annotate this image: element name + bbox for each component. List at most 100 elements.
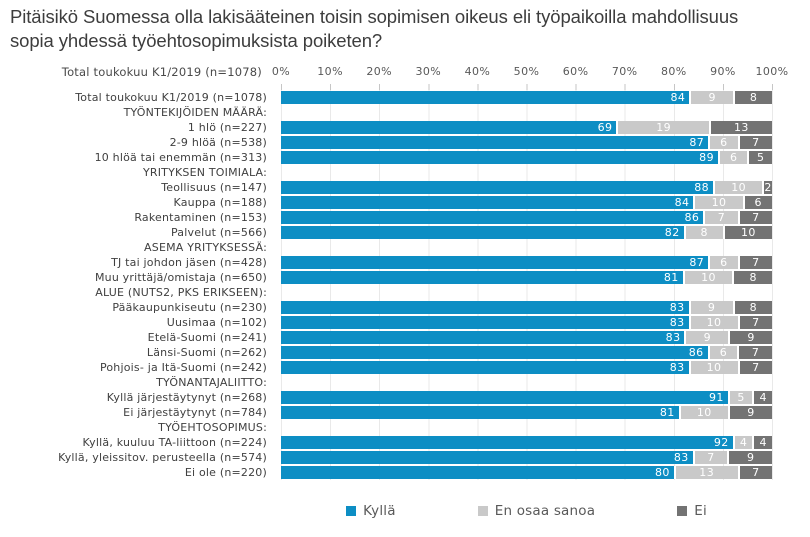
bar-segment-kylla: 87 <box>281 256 709 269</box>
row-label: Ei järjestäytynyt (n=784) <box>123 406 267 419</box>
category-header-label: TYÖEHTOSOPIMUS: <box>158 421 267 434</box>
row-label: TJ tai johdon jäsen (n=428) <box>111 256 267 269</box>
bar-segment-ei: 7 <box>737 346 772 359</box>
bar-value-label: 7 <box>752 361 760 374</box>
bar-segment-ei: 7 <box>737 211 772 224</box>
bar-value-label: 10 <box>701 271 716 284</box>
bar-value-label: 7 <box>752 316 760 329</box>
bar-segment-ei: 2 <box>762 181 772 194</box>
bar-value-label: 81 <box>659 406 675 419</box>
x-axis: Total toukokuu K1/2019 (n=1078) 0% 10% 20%… <box>0 63 810 83</box>
x-axis-tick-label: 30% <box>415 65 442 78</box>
bar-segment-ei: 10 <box>722 226 772 239</box>
legend-label: Kyllä <box>363 503 396 519</box>
chart-row: Rakentaminen (n=153) 86 7 7 <box>0 210 810 225</box>
bar-segment-ei: 6 <box>742 196 772 209</box>
legend-swatch-kylla <box>346 506 357 516</box>
row-bar: 83 9 9 <box>281 331 772 344</box>
bar-segment-ei: 7 <box>737 466 772 479</box>
legend: Kyllä En osaa sanoa Ei <box>281 503 772 519</box>
x-axis-tick-label: 20% <box>366 65 393 78</box>
row-label: Rakentaminen (n=153) <box>134 211 267 224</box>
x-axis-tick-labels: 0% 10% 20% 30% 40% 50% 60% 70% 80% 90% 100% <box>272 65 788 81</box>
legend-label: Ei <box>694 503 707 519</box>
bar-segment-kylla: 69 <box>281 121 617 134</box>
x-axis-tick-label: 50% <box>513 65 540 78</box>
row-label: Uusimaa (n=102) <box>166 316 267 329</box>
bar-value-label: 10 <box>696 406 712 419</box>
bar-value-label: 8 <box>749 91 758 104</box>
row-bar: 88 10 2 <box>281 181 772 194</box>
bar-segment-ei: 9 <box>728 331 772 344</box>
bar-value-label: 91 <box>708 391 724 404</box>
bar-segment-en-osaa-sanoa: 19 <box>616 121 709 134</box>
bar-value-label: 10 <box>706 361 722 374</box>
bar-value-label: 86 <box>688 346 704 359</box>
legend-item-kylla: Kyllä <box>346 503 396 519</box>
x-axis-tick-label: 90% <box>710 65 736 78</box>
chart-row: Pääkaupunkiseutu (n=230) 83 9 8 <box>0 300 810 315</box>
row-bar: 69 19 13 <box>281 121 772 134</box>
row-label: Pohjois- ja Itä-Suomi (n=242) <box>99 361 267 374</box>
row-bar: 82 8 10 <box>281 226 772 239</box>
bar-value-label: 10 <box>711 196 727 209</box>
x-axis-tick-label: 100% <box>755 65 789 78</box>
bar-value-label: 83 <box>669 301 685 314</box>
bar-value-label: 10 <box>706 316 722 329</box>
bar-segment-kylla: 81 <box>281 406 679 419</box>
bar-value-label: 83 <box>673 451 689 464</box>
bar-value-label: 7 <box>752 466 760 479</box>
bar-segment-kylla: 86 <box>281 211 704 224</box>
legend-label: En osaa sanoa <box>494 503 596 519</box>
row-bar: 84 9 8 <box>281 91 772 104</box>
row-bar: 81 10 8 <box>281 271 772 284</box>
bar-segment-en-osaa-sanoa: 6 <box>708 256 738 269</box>
row-label: 10 hlöä tai enemmän (n=313) <box>94 151 267 164</box>
bar-value-label: 6 <box>730 151 738 164</box>
bar-value-label: 19 <box>656 121 671 134</box>
bar-segment-ei: 4 <box>752 391 772 404</box>
chart-row: Total toukokuu K1/2019 (n=1078) 84 9 8 <box>0 90 810 105</box>
row-label: Teollisuus (n=147) <box>161 181 267 194</box>
bar-value-label: 8 <box>749 271 757 284</box>
row-bar: 89 6 5 <box>281 151 772 164</box>
chart-row: 2-9 hlöä (n=538) 87 6 7 <box>0 135 810 150</box>
row-label: Kauppa (n=188) <box>173 196 267 209</box>
row-label: Ei ole (n=220) <box>184 466 267 479</box>
bar-segment-en-osaa-sanoa: 10 <box>682 271 733 284</box>
bar-segment-kylla: 84 <box>281 196 694 209</box>
row-bar: 83 9 8 <box>281 301 772 314</box>
category-header-row: TYÖNANTAJALIITTO: <box>0 375 810 390</box>
chart-row: 1 hlö (n=227) 69 19 13 <box>0 120 810 135</box>
bar-segment-ei: 7 <box>737 256 772 269</box>
row-label: Palvelut (n=566) <box>170 226 267 239</box>
row-bar: 84 10 6 <box>281 196 772 209</box>
row-label: Länsi-Suomi (n=262) <box>146 346 267 359</box>
bar-value-label: 7 <box>752 211 760 224</box>
bar-segment-kylla: 81 <box>281 271 683 284</box>
chart-row: Kyllä järjestäytynyt (n=268) 91 5 4 <box>0 390 810 405</box>
x-axis-tick-label: 80% <box>660 65 687 78</box>
x-axis-tick-label: 10% <box>317 65 343 78</box>
bar-segment-en-osaa-sanoa: 9 <box>688 301 733 314</box>
bar-value-label: 84 <box>674 196 690 209</box>
bar-segment-ei: 7 <box>737 136 772 149</box>
bar-segment-en-osaa-sanoa: 10 <box>678 406 728 419</box>
bar-value-label: 86 <box>684 211 700 224</box>
legend-swatch-en-osaa-sanoa <box>477 506 488 516</box>
bar-segment-ei: 7 <box>737 316 772 329</box>
bar-segment-ei: 8 <box>732 271 772 284</box>
bar-segment-kylla: 91 <box>281 391 728 404</box>
row-bar: 83 10 7 <box>281 361 772 374</box>
bar-value-label: 82 <box>664 226 680 239</box>
bar-segment-en-osaa-sanoa: 8 <box>683 226 723 239</box>
bar-segment-kylla: 88 <box>281 181 714 194</box>
bar-value-label: 9 <box>708 91 716 104</box>
bar-value-label: 2 <box>764 181 772 194</box>
category-header-row: YRITYKSEN TOIMIALA: <box>0 165 810 180</box>
row-label: Pääkaupunkiseutu (n=230) <box>112 301 267 314</box>
category-header-row: ALUE (NUTS2, PKS ERIKSEEN): <box>0 285 810 300</box>
bar-value-label: 69 <box>597 121 613 134</box>
bar-value-label: 7 <box>752 136 760 149</box>
bar-value-label: 13 <box>733 121 749 134</box>
